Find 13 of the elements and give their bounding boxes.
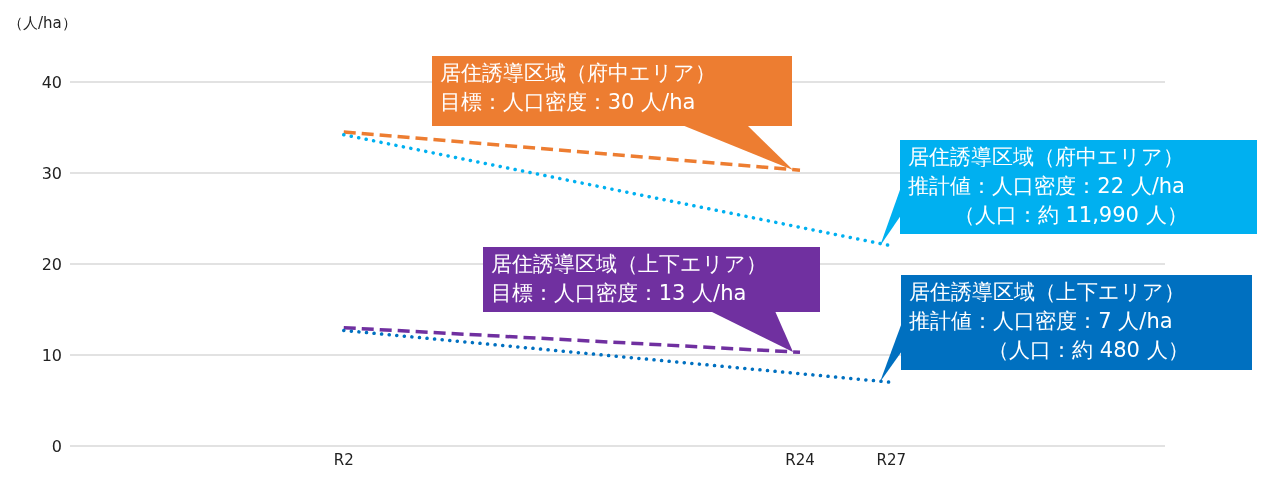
y-tick-label: 40 (41, 73, 62, 92)
y-tick-label: 0 (51, 437, 62, 456)
x-tick-label: R24 (785, 450, 815, 469)
y-tick-label: 10 (41, 346, 62, 365)
y-axis-title: （人/ha） (8, 14, 77, 33)
y-tick-label: 30 (41, 164, 62, 183)
annotation: 居住誘導区域（上下エリア）推計値：人口密度：7 人/ha（人口：約 480 人） (909, 279, 1189, 365)
x-tick-label: R2 (333, 450, 354, 469)
y-tick-label: 20 (41, 255, 62, 274)
annotation: 居住誘導区域（府中エリア）目標：人口密度：30 人/ha (439, 60, 717, 117)
annotation: 居住誘導区域（府中エリア）推計値：人口密度：22 人/ha（人口：約 11,990 人） (908, 143, 1188, 229)
x-tick-label: R27 (876, 450, 907, 469)
annotation: 居住誘導区域（上下エリア）目標：人口密度：13 人/ha (490, 251, 768, 308)
